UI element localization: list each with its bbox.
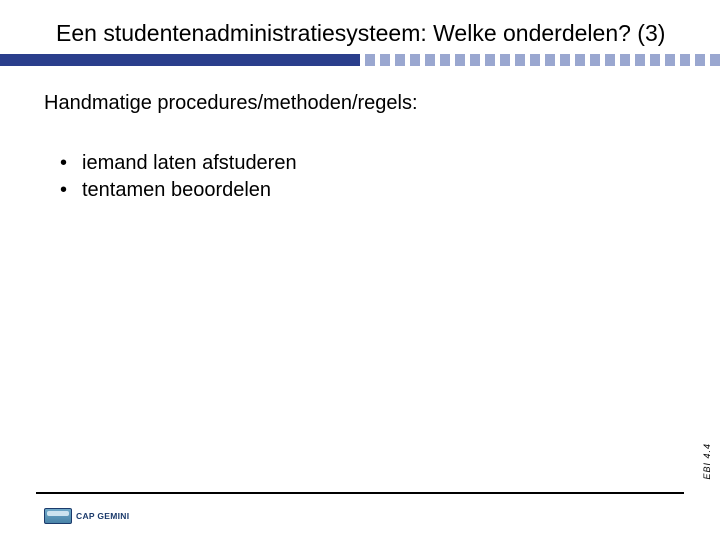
title-rule-tick — [560, 54, 570, 66]
title-rule — [0, 54, 720, 66]
title-rule-tick — [710, 54, 720, 66]
title-rule-tick — [425, 54, 435, 66]
title-rule-tick — [680, 54, 690, 66]
title-rule-tick — [470, 54, 480, 66]
title-rule-tick — [620, 54, 630, 66]
footer-rule — [36, 492, 684, 494]
side-label: EBI 4.4 — [702, 443, 712, 480]
title-rule-tick — [440, 54, 450, 66]
title-rule-ticks — [360, 54, 720, 66]
title-rule-tick — [665, 54, 675, 66]
title-rule-tick — [485, 54, 495, 66]
slide: Een studentenadministratiesysteem: Welke… — [0, 0, 720, 540]
title-rule-tick — [515, 54, 525, 66]
section-heading: Handmatige procedures/methoden/regels: — [44, 92, 418, 115]
bullet-item: tentamen beoordelen — [60, 177, 297, 204]
title-rule-tick — [635, 54, 645, 66]
title-rule-tick — [380, 54, 390, 66]
brand-logo: CAP GEMINI — [44, 506, 129, 526]
title-rule-tick — [590, 54, 600, 66]
title-rule-tick — [500, 54, 510, 66]
slide-title: Een studentenadministratiesysteem: Welke… — [56, 20, 710, 47]
title-rule-tick — [695, 54, 705, 66]
title-rule-tick — [395, 54, 405, 66]
title-rule-tick — [365, 54, 375, 66]
logo-badge-icon — [44, 508, 72, 524]
title-rule-tick — [575, 54, 585, 66]
title-rule-tick — [455, 54, 465, 66]
title-rule-tick — [605, 54, 615, 66]
bullet-list: iemand laten afstuderen tentamen beoorde… — [60, 150, 297, 204]
title-rule-tick — [545, 54, 555, 66]
title-rule-solid — [0, 54, 360, 66]
title-rule-tick — [650, 54, 660, 66]
logo-text: CAP GEMINI — [76, 511, 129, 521]
title-rule-tick — [410, 54, 420, 66]
title-rule-tick — [530, 54, 540, 66]
bullet-item: iemand laten afstuderen — [60, 150, 297, 177]
